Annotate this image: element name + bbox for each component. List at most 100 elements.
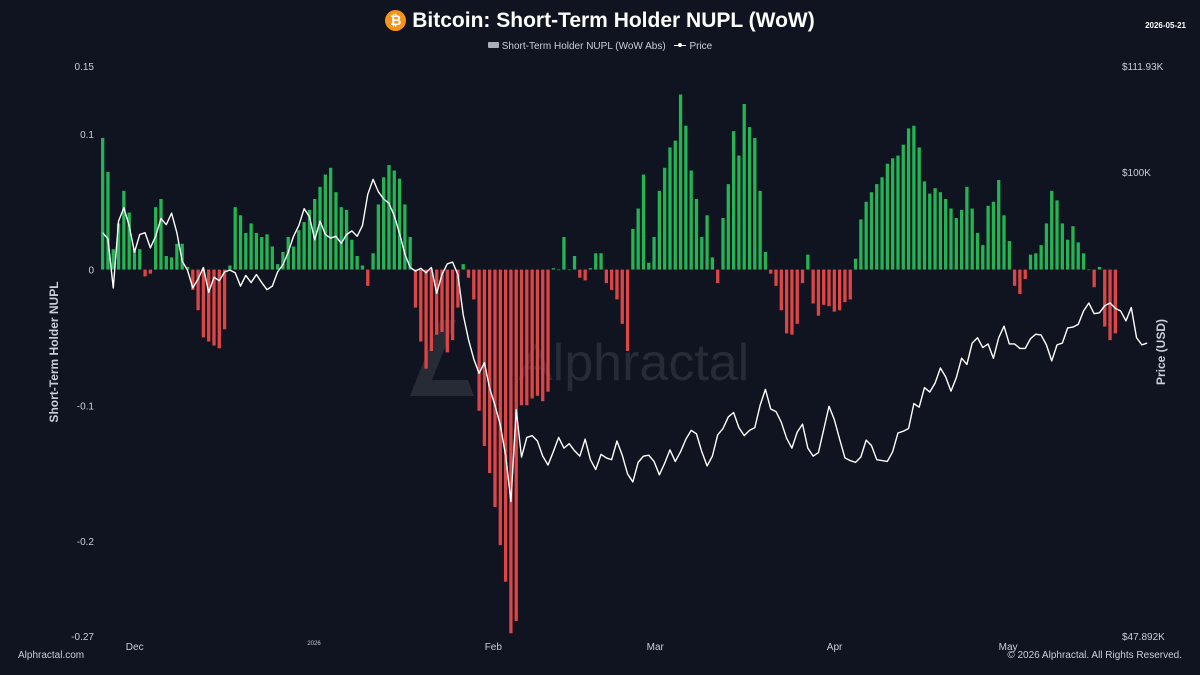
nupl-bar <box>424 269 428 369</box>
y-axis-right: $111.93K $100K $47.892K <box>1122 62 1165 643</box>
y2-tick-label: $100K <box>1122 168 1151 179</box>
nupl-bar <box>191 269 195 290</box>
nupl-bar <box>106 171 110 270</box>
nupl-bar <box>238 215 243 270</box>
nupl-bar <box>387 165 391 270</box>
footer-copyright: © 2026 Alphractal. All Rights Reserved. <box>1007 650 1182 661</box>
nupl-bar <box>970 208 974 270</box>
nupl-bar <box>1103 269 1107 327</box>
nupl-bar <box>148 269 153 274</box>
bar-series <box>101 94 1117 634</box>
nupl-bar <box>1023 269 1027 280</box>
chart-title-text: Bitcoin: Short-Term Holder NUPL (WoW) <box>412 9 815 32</box>
nupl-bar <box>217 269 221 349</box>
nupl-bar <box>716 269 720 284</box>
watermark: Alphractal <box>410 320 749 396</box>
nupl-bar <box>1050 190 1054 270</box>
nupl-bar <box>758 190 762 270</box>
nupl-bar <box>997 180 1001 270</box>
nupl-bar <box>705 215 709 270</box>
nupl-bar <box>891 158 895 270</box>
nupl-bar <box>832 269 836 312</box>
bitcoin-icon: ₿ <box>385 10 407 31</box>
nupl-bar <box>620 269 624 324</box>
nupl-bar <box>138 249 142 270</box>
nupl-bar <box>530 269 534 399</box>
price-line <box>102 178 1148 503</box>
nupl-bar <box>154 207 158 270</box>
nupl-bar <box>652 237 656 270</box>
nupl-bar <box>1039 245 1043 270</box>
nupl-bar <box>769 269 773 274</box>
nupl-bar <box>228 265 232 270</box>
nupl-bar <box>344 209 349 270</box>
nupl-bar <box>1113 269 1117 334</box>
y-axis-left: 0.15 0.1 0 -0.1 -0.2 -0.27 <box>71 62 94 643</box>
legend-price-label: Price <box>689 41 713 52</box>
nupl-bar <box>959 209 964 270</box>
nupl-bar <box>1044 223 1049 270</box>
nupl-bar <box>954 218 958 270</box>
nupl-bar <box>869 192 874 270</box>
x-axis: Dec 2026 Feb Mar Apr May <box>126 641 1018 653</box>
nupl-bar <box>334 192 338 270</box>
nupl-bar <box>1065 239 1070 270</box>
nupl-bar <box>572 256 577 270</box>
nupl-bar <box>594 253 598 270</box>
nupl-bar <box>822 269 826 305</box>
nupl-bar <box>546 269 550 392</box>
chart-title: ₿ Bitcoin: Short-Term Holder NUPL (WoW) <box>0 9 1200 33</box>
nupl-bar <box>159 199 163 270</box>
nupl-bar <box>588 268 593 270</box>
nupl-bar <box>180 243 184 270</box>
nupl-bar <box>742 104 746 270</box>
nupl-bar <box>641 174 646 270</box>
nupl-bar <box>885 163 890 270</box>
nupl-bar <box>254 232 259 270</box>
nupl-bar <box>859 219 863 270</box>
nupl-bar <box>419 269 423 342</box>
nupl-bar <box>307 209 312 270</box>
x-tick-label: Dec <box>126 642 144 653</box>
nupl-bar <box>509 269 513 634</box>
legend: Short-Term Holder NUPL (WoW Abs) Price <box>0 41 1200 52</box>
nupl-bar <box>541 269 545 402</box>
nupl-bar <box>896 155 900 270</box>
nupl-bar <box>1055 200 1059 270</box>
x-tick-label: Apr <box>827 642 843 653</box>
nupl-bar <box>1076 242 1080 270</box>
nupl-bar <box>535 269 540 396</box>
nupl-bar <box>382 177 386 270</box>
nupl-bar <box>313 199 317 270</box>
nupl-bar <box>519 269 524 406</box>
x-tick-label: Mar <box>647 642 665 653</box>
legend-item-bars[interactable]: Short-Term Holder NUPL (WoW Abs) <box>487 41 666 52</box>
footer-site[interactable]: Alphractal.com <box>18 650 85 661</box>
nupl-bar <box>450 269 455 341</box>
nupl-bar <box>371 253 375 270</box>
nupl-bar <box>843 269 847 303</box>
y-tick-label: -0.27 <box>71 632 94 643</box>
nupl-bar <box>498 269 502 546</box>
legend-item-price[interactable]: Price <box>668 41 712 52</box>
y-axis-title: Short-Term Holder NUPL <box>47 281 61 422</box>
nupl-bar <box>567 269 571 271</box>
nupl-bar <box>493 269 497 508</box>
x-tick-label: 2026 <box>307 641 321 647</box>
nupl-bar <box>1034 253 1038 270</box>
nupl-bar <box>848 269 852 300</box>
nupl-bar <box>721 218 725 270</box>
nupl-bar <box>747 127 752 270</box>
nupl-bar <box>1071 226 1075 270</box>
nupl-bar <box>392 170 396 270</box>
legend-bar-swatch <box>487 42 499 48</box>
nupl-bar <box>435 269 439 335</box>
nupl-bar <box>615 269 619 300</box>
nupl-bar <box>663 167 667 270</box>
y-tick-label: 0 <box>88 266 94 277</box>
legend-line-swatch <box>674 43 687 47</box>
nupl-bar <box>514 269 518 622</box>
nupl-bar <box>806 254 810 270</box>
nupl-bar <box>827 269 831 307</box>
